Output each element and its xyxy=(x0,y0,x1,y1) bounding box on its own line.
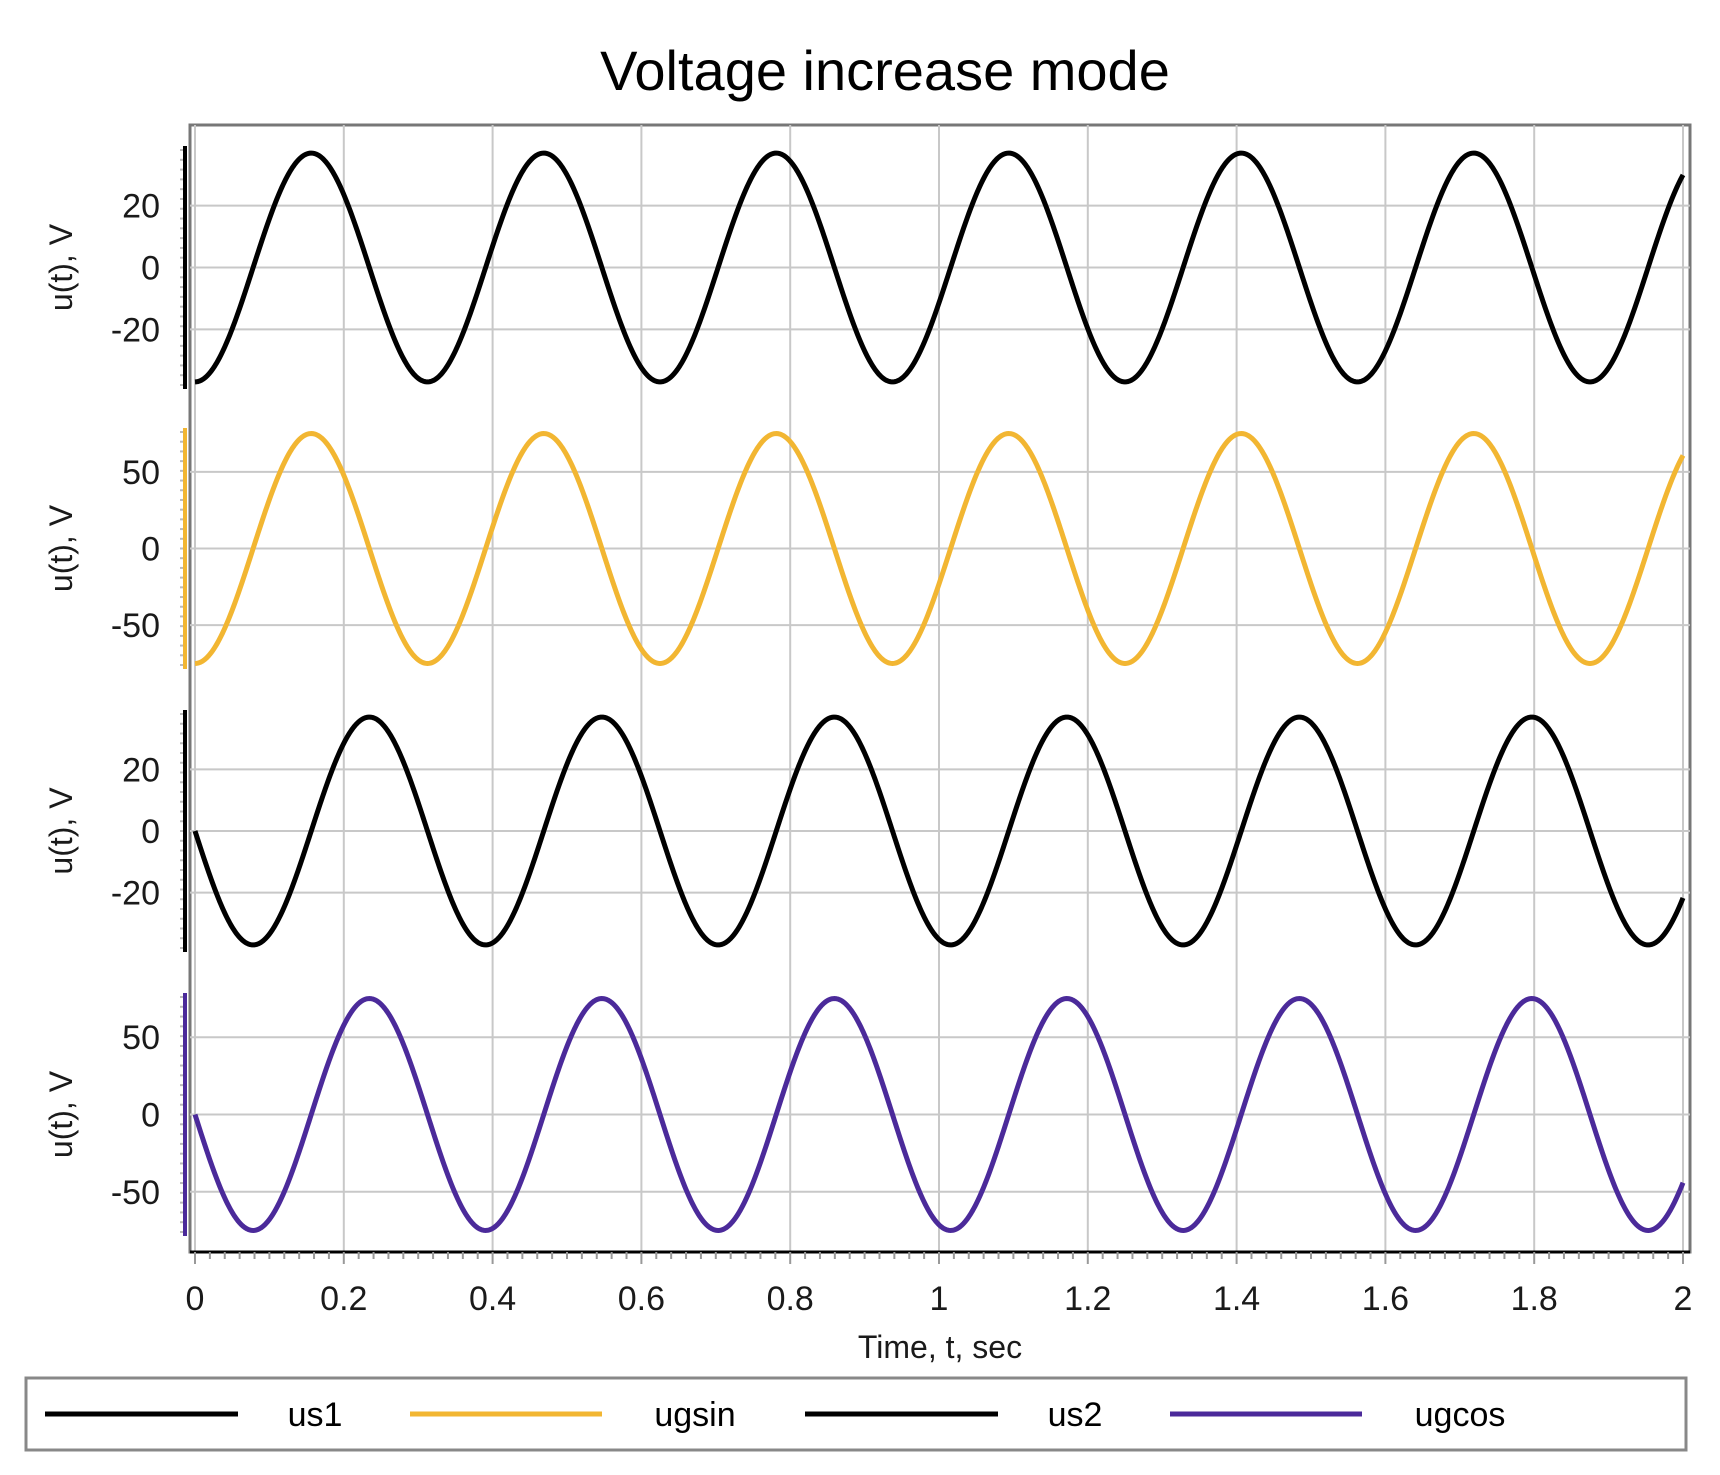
x-tick-label: 1 xyxy=(930,1280,949,1318)
x-tick-label: 0.4 xyxy=(469,1280,516,1318)
y-tick-label: 50 xyxy=(122,1019,160,1057)
series-us1-line xyxy=(193,150,1686,385)
legend-label: us1 xyxy=(288,1396,343,1434)
x-tick-label: 0.8 xyxy=(767,1280,814,1318)
y-tick-label: 0 xyxy=(141,1097,160,1135)
x-tick-label: 0.6 xyxy=(618,1280,665,1318)
panel-ugcos: 50 0 -50 u(t), V xyxy=(43,993,1690,1236)
y-tick-label: 0 xyxy=(141,813,160,851)
y-tick-label: 20 xyxy=(122,188,160,226)
chart-title: Voltage increase mode xyxy=(600,39,1170,102)
y-axis-label: u(t), V xyxy=(43,223,79,311)
y-tick-label: 20 xyxy=(122,751,160,789)
y-axis-label: u(t), V xyxy=(43,787,79,875)
legend-label: ugsin xyxy=(654,1396,735,1434)
legend-item-ugcos: ugcos xyxy=(1170,1396,1505,1434)
y-tick-label: -50 xyxy=(111,607,160,645)
x-axis-label: Time, t, sec xyxy=(858,1329,1022,1365)
x-tick-label: 0 xyxy=(186,1280,205,1318)
y-tick-label: 0 xyxy=(141,531,160,569)
legend-item-us1: us1 xyxy=(45,1396,342,1434)
legend-label: us2 xyxy=(1048,1396,1103,1434)
legend-item-us2: us2 xyxy=(805,1396,1102,1434)
panel-us2: 20 0 -20 u(t), V xyxy=(43,710,1690,952)
y-tick-label: 50 xyxy=(122,454,160,492)
x-tick-label: 2 xyxy=(1674,1280,1693,1318)
legend: us1 ugsin us2 ugcos xyxy=(45,1396,1505,1434)
panel-us1: 20 0 -20 u(t), V xyxy=(43,146,1690,389)
y-tick-label: -20 xyxy=(111,311,160,349)
y-tick-label: -50 xyxy=(111,1174,160,1212)
series-ugcos-line xyxy=(192,996,1686,1233)
x-tick-label: 0.2 xyxy=(320,1280,367,1318)
legend-item-ugsin: ugsin xyxy=(410,1396,736,1434)
x-tick-label: 1.6 xyxy=(1362,1280,1409,1318)
y-axis-label: u(t), V xyxy=(43,1070,79,1158)
y-tick-label: -20 xyxy=(111,875,160,913)
x-tick-label: 1.2 xyxy=(1064,1280,1111,1318)
y-axis-label: u(t), V xyxy=(43,504,79,592)
x-axis: 0 0.2 0.4 0.6 0.8 1 1.2 1.4 1.6 1.8 2 xyxy=(186,1250,1693,1318)
legend-label: ugcos xyxy=(1415,1396,1506,1434)
series-ugsin-line xyxy=(193,431,1686,666)
x-tick-label: 1.8 xyxy=(1511,1280,1558,1318)
x-tick-label: 1.4 xyxy=(1213,1280,1260,1318)
panel-ugsin: 50 0 -50 u(t), V xyxy=(43,428,1690,669)
series-us2-line xyxy=(192,714,1686,948)
y-tick-label: 0 xyxy=(141,250,160,288)
